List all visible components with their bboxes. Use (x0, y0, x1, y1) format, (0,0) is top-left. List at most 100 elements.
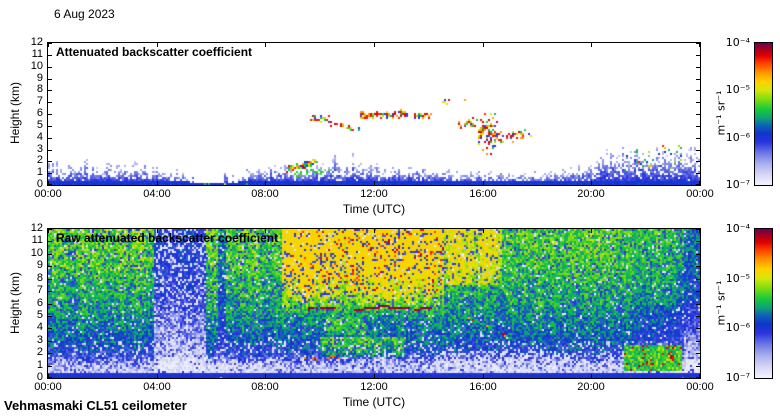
x-tick-mark (483, 181, 484, 185)
y-tick-label: 6 (36, 107, 43, 119)
x-tick-mark (265, 181, 266, 185)
y-tick-label: 10 (30, 247, 43, 259)
x-tick-mark (48, 374, 49, 378)
y-tick-label: 3 (36, 334, 43, 346)
y-tick-label: 9 (36, 72, 43, 84)
x-tick-mark (483, 374, 484, 378)
x-tick-mark (591, 43, 592, 47)
x-tick-label: 16:00 (469, 381, 497, 393)
x-tick-label: 20:00 (577, 381, 605, 393)
x-tick-mark (48, 43, 49, 47)
x-tick-label: 00:00 (34, 381, 62, 393)
y-tick-mark (48, 102, 52, 103)
x-tick-mark (374, 43, 375, 47)
panel-attenuated-backscatter: Attenuated backscatter coefficient (47, 42, 701, 186)
y-tick-label: 2 (36, 346, 43, 358)
panel-raw-attenuated-backscatter: Raw attenuated backscatter coefficient (47, 228, 701, 379)
y-tick-mark (696, 353, 700, 354)
y-tick-mark (48, 304, 52, 305)
y-tick-mark (48, 254, 52, 255)
y-tick-label: 8 (36, 83, 43, 95)
x-tick-mark (374, 181, 375, 185)
x-tick-mark (699, 229, 700, 233)
y-tick-mark (48, 316, 52, 317)
x-tick-label: 08:00 (251, 188, 279, 200)
y-tick-mark (696, 229, 700, 230)
y-tick-label: 10 (30, 60, 43, 72)
y-tick-label: 11 (31, 234, 43, 246)
x-tick-mark (265, 43, 266, 47)
colorbar-top (754, 42, 773, 186)
y-tick-mark (48, 79, 52, 80)
y-tick-mark (48, 161, 52, 162)
y-tick-mark (48, 377, 52, 378)
y-tick-mark (48, 150, 52, 151)
y-tick-mark (696, 55, 700, 56)
colorbar-tick-label: 10⁻⁴ (725, 36, 750, 49)
y-tick-mark (696, 341, 700, 342)
y-tick-mark (696, 67, 700, 68)
y-tick-label: 12 (30, 36, 43, 48)
y-tick-mark (48, 241, 52, 242)
y-tick-label: 7 (36, 95, 43, 107)
y-tick-label: 0 (36, 178, 43, 190)
x-tick-mark (157, 181, 158, 185)
y-tick-label: 12 (30, 222, 43, 234)
y-tick-mark (696, 150, 700, 151)
x-tick-mark (591, 181, 592, 185)
x-tick-mark (483, 229, 484, 233)
x-axis-label-bottom: Time (UTC) (342, 395, 406, 409)
y-tick-label: 4 (36, 131, 43, 143)
y-tick-label: 5 (36, 119, 43, 131)
y-tick-mark (696, 43, 700, 44)
y-tick-mark (696, 161, 700, 162)
y-tick-mark (696, 126, 700, 127)
y-tick-mark (696, 173, 700, 174)
y-tick-mark (696, 279, 700, 280)
y-tick-label: 2 (36, 154, 43, 166)
y-tick-mark (696, 114, 700, 115)
x-tick-label: 00:00 (686, 381, 714, 393)
y-tick-mark (696, 304, 700, 305)
x-tick-label: 04:00 (143, 381, 171, 393)
y-tick-label: 0 (36, 371, 43, 383)
y-tick-mark (696, 328, 700, 329)
y-tick-label: 1 (36, 166, 43, 178)
x-tick-mark (48, 229, 49, 233)
x-tick-label: 20:00 (577, 188, 605, 200)
x-tick-label: 00:00 (34, 188, 62, 200)
colorbar-tick-label: 10⁻⁵ (725, 271, 750, 285)
attenuated-backscatter-heatmap (48, 43, 700, 185)
y-tick-mark (48, 114, 52, 115)
colorbar-tick-label: 10⁻⁴ (725, 222, 750, 235)
y-axis-label-bottom: Height (km) (8, 271, 22, 335)
y-tick-mark (696, 138, 700, 139)
x-tick-label: 08:00 (251, 381, 279, 393)
x-tick-label: 16:00 (469, 188, 497, 200)
colorbar-tick-label: 10⁻⁵ (725, 83, 750, 97)
y-tick-label: 4 (36, 321, 43, 333)
y-tick-mark (48, 173, 52, 174)
colorbar-unit-top: m⁻¹ sr⁻¹ (714, 90, 728, 136)
y-tick-mark (48, 353, 52, 354)
colorbar-bottom (754, 228, 773, 379)
y-tick-label: 11 (31, 48, 43, 60)
y-tick-label: 8 (36, 272, 43, 284)
y-axis-label-top: Height (km) (8, 81, 22, 145)
x-tick-mark (265, 229, 266, 233)
y-tick-mark (48, 67, 52, 68)
y-tick-mark (48, 328, 52, 329)
y-tick-mark (696, 291, 700, 292)
y-tick-mark (48, 229, 52, 230)
colorbar-tick-label: 10⁻⁶ (725, 130, 750, 144)
y-tick-mark (696, 184, 700, 185)
x-tick-label: 04:00 (143, 188, 171, 200)
x-tick-mark (157, 374, 158, 378)
x-tick-mark (157, 229, 158, 233)
y-tick-mark (696, 266, 700, 267)
colorbar-tick-label: 10⁻⁷ (725, 178, 750, 191)
panel-top-title: Attenuated backscatter coefficient (56, 45, 253, 59)
y-tick-mark (696, 366, 700, 367)
y-tick-mark (696, 79, 700, 80)
